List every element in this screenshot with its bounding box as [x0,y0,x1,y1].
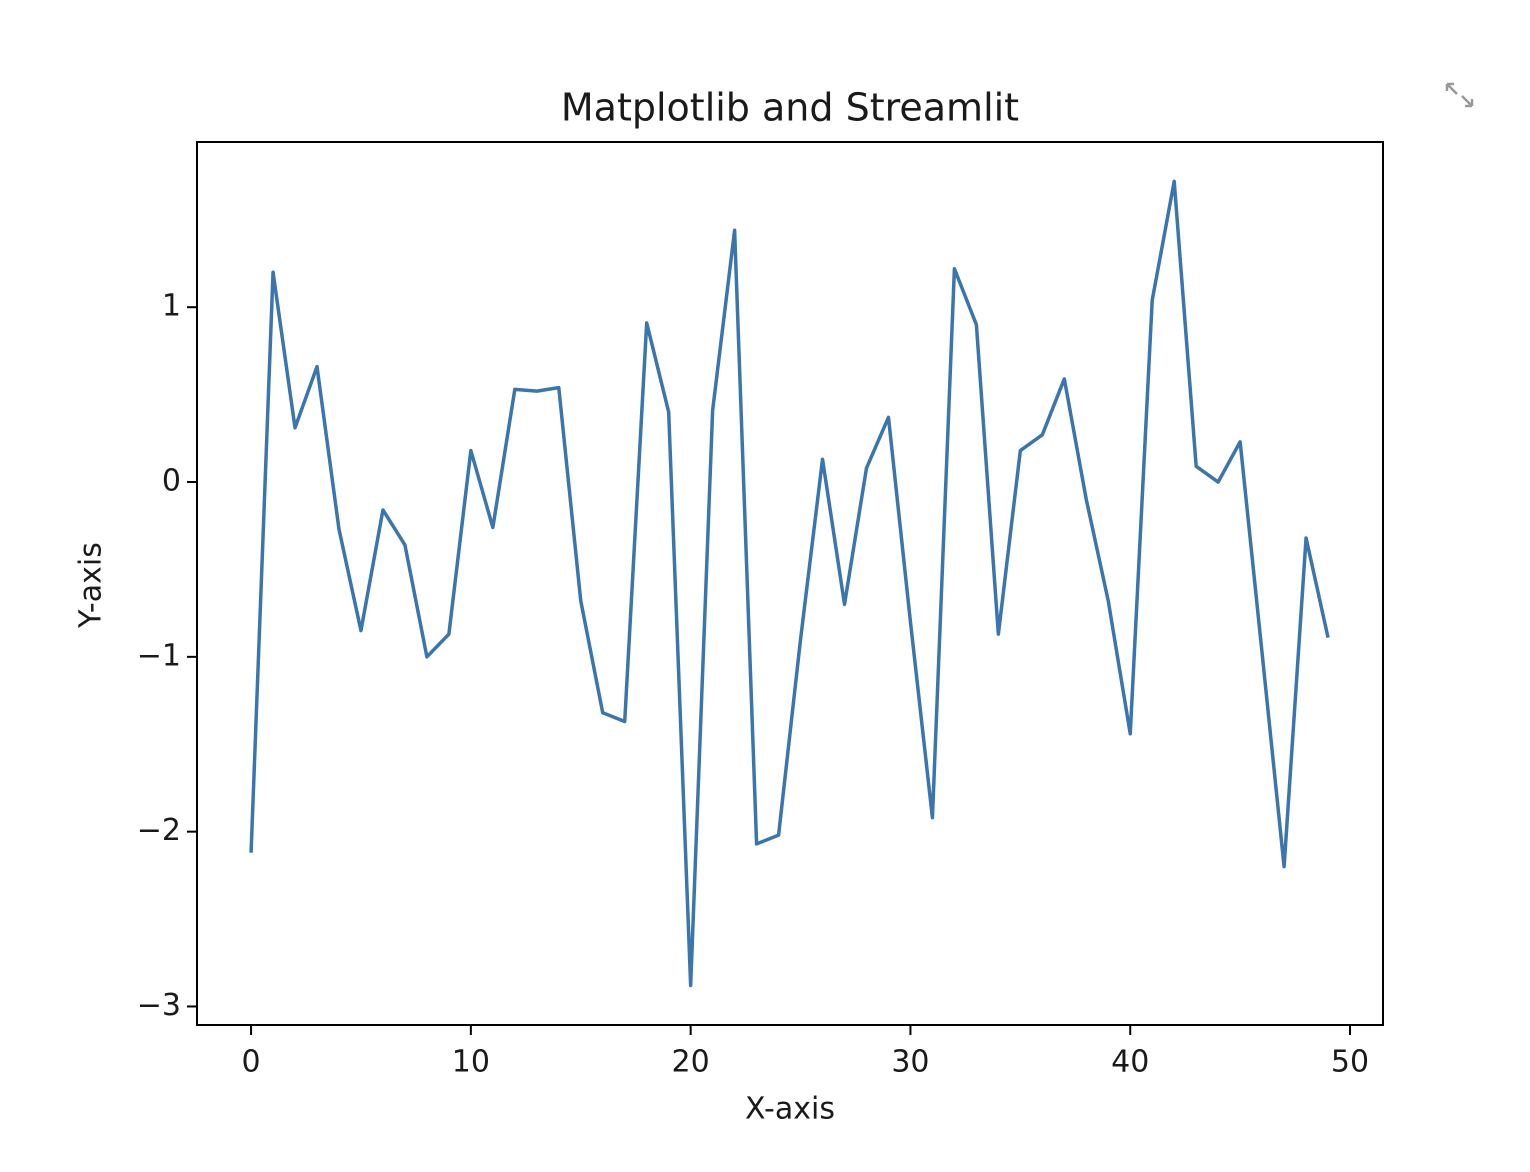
x-tick-label: 10 [452,1045,490,1080]
expand-arrow [1445,82,1458,95]
y-tick-label: −1 [137,638,181,673]
y-axis-label: Y-axis [74,542,109,629]
y-tick-label: 1 [162,289,181,324]
chart-title: Matplotlib and Streamlit [561,86,1019,130]
x-tick-label: 20 [672,1045,710,1080]
x-tick-label: 0 [242,1045,261,1080]
y-tick-label: 0 [162,464,181,499]
expand-icon[interactable] [1445,82,1474,108]
data-line [249,179,1330,988]
y-tick-label: −3 [137,988,181,1023]
x-tick-label: 40 [1111,1045,1149,1080]
x-tick-label: 30 [891,1045,929,1080]
x-axis-label: X-axis [745,1092,835,1127]
x-tick-label: 50 [1331,1045,1369,1080]
plot-frame [196,141,1384,1026]
expand-arrow [1461,95,1474,108]
y-tick-label: −2 [137,813,181,848]
